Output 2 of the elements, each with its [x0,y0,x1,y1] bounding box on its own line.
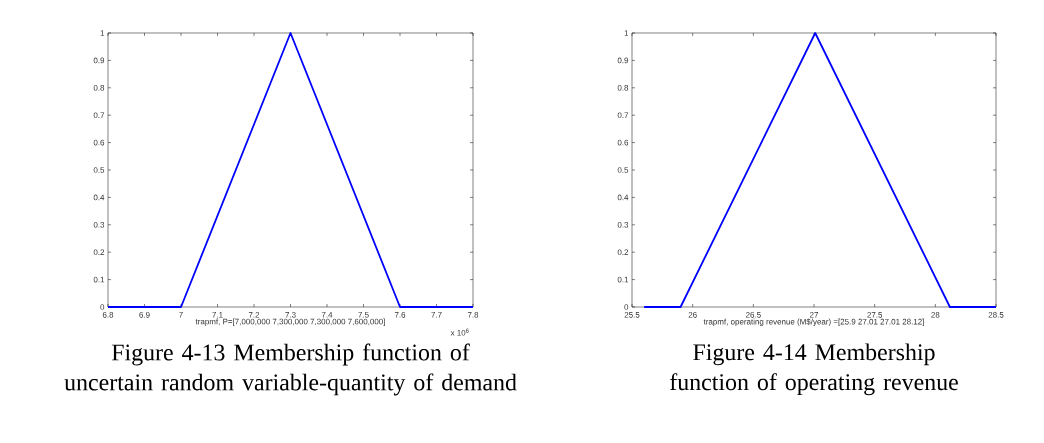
text: Figure 4-14 Membership function of operating revenue [670,343,958,396]
text: Figure 4-13 Membership function of uncertain random variable-quantity of demand [64,343,517,396]
